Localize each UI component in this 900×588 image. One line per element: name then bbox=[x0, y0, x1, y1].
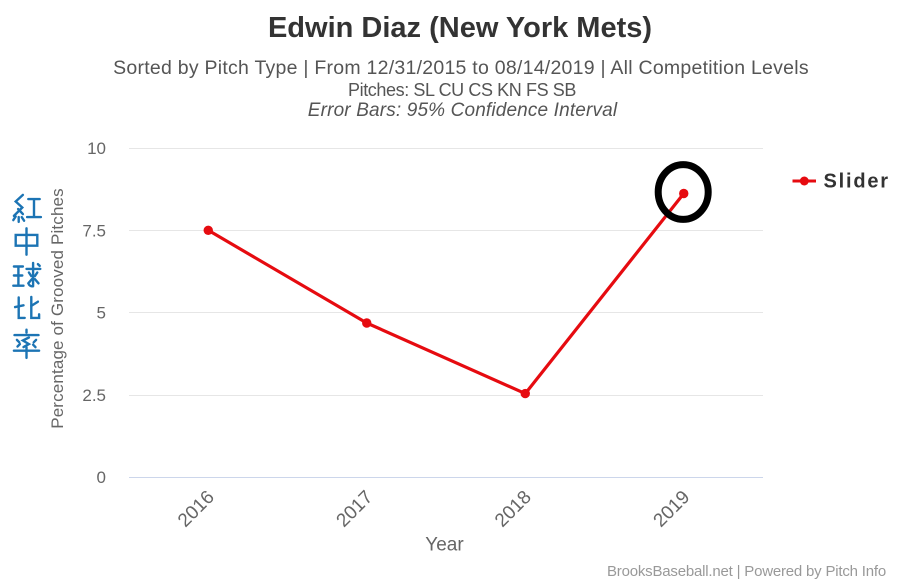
svg-text:5: 5 bbox=[97, 304, 106, 323]
svg-text:Pitches: SL CU CS KN FS SB: Pitches: SL CU CS KN FS SB bbox=[348, 80, 576, 100]
svg-text:0: 0 bbox=[97, 468, 106, 487]
svg-text:Percentage of Grooved Pitches: Percentage of Grooved Pitches bbox=[48, 188, 67, 429]
svg-text:Sorted by Pitch Type | From 12: Sorted by Pitch Type | From 12/31/2015 t… bbox=[113, 57, 809, 79]
svg-text:2.5: 2.5 bbox=[82, 386, 106, 405]
svg-text:Error Bars: 95% Confidence Int: Error Bars: 95% Confidence Interval bbox=[308, 100, 618, 121]
svg-text:10: 10 bbox=[87, 139, 106, 158]
svg-text:7.5: 7.5 bbox=[82, 221, 106, 240]
svg-text:Edwin Diaz (New York Mets): Edwin Diaz (New York Mets) bbox=[268, 12, 652, 44]
svg-text:Slider: Slider bbox=[824, 171, 890, 193]
svg-text:BrooksBaseball.net | Powered b: BrooksBaseball.net | Powered by Pitch In… bbox=[607, 563, 886, 580]
svg-text:Year: Year bbox=[425, 535, 464, 556]
